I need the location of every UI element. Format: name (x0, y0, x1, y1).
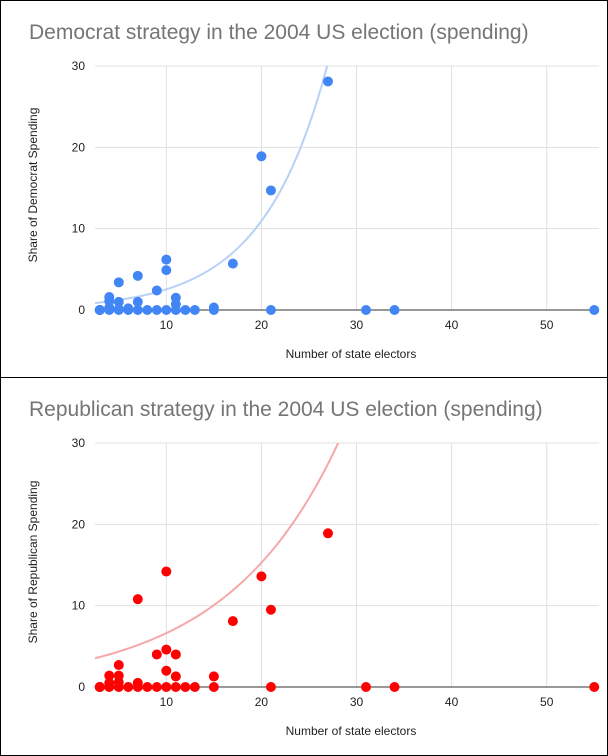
chart-title: Democrat strategy in the 2004 US electio… (29, 21, 529, 44)
data-point (170, 649, 181, 660)
data-point (265, 185, 276, 196)
data-point (161, 566, 172, 577)
y-tick-label: 20 (72, 140, 86, 154)
trendline (95, 443, 340, 660)
data-point (161, 265, 172, 276)
data-point (161, 665, 172, 676)
y-axis-label: Share of Republican Spending (26, 481, 40, 644)
republican-chart-panel: Republican strategy in the 2004 US elect… (0, 377, 608, 756)
data-point (208, 671, 219, 682)
x-tick-label: 30 (350, 318, 364, 332)
data-point (361, 682, 372, 692)
data-point (170, 671, 181, 682)
data-point (389, 682, 400, 692)
y-tick-label: 10 (72, 599, 86, 613)
data-point (132, 305, 143, 315)
data-point (170, 682, 181, 692)
data-point (256, 571, 267, 582)
data-point (589, 682, 600, 692)
data-point (132, 594, 143, 605)
data-point (123, 305, 134, 315)
democrat-scatter-plot: 0 10 20 30 10 20 30 40 50 Number of state elector… (26, 59, 600, 361)
data-point (189, 305, 200, 315)
y-tick-label: 0 (78, 303, 85, 317)
data-point (123, 682, 134, 692)
data-point (256, 151, 267, 162)
data-point (94, 682, 105, 692)
y-tick-label: 10 (72, 222, 86, 236)
data-point (151, 682, 162, 692)
data-point (180, 682, 191, 692)
data-point (322, 528, 333, 539)
data-point (208, 305, 219, 315)
data-point (161, 305, 172, 315)
data-point (180, 305, 191, 315)
democrat-chart-panel: Democrat strategy in the 2004 US electio… (0, 0, 608, 378)
data-point (151, 305, 162, 315)
data-point (161, 682, 172, 692)
y-tick-label: 0 (78, 680, 85, 694)
data-point (104, 670, 115, 681)
x-tick-label: 10 (160, 318, 174, 332)
chart-title: Republican strategy in the 2004 US elect… (29, 398, 543, 421)
data-point (132, 296, 143, 307)
data-point (389, 305, 400, 315)
data-point (322, 76, 333, 87)
data-point (361, 305, 372, 315)
data-point (132, 682, 143, 692)
data-point (132, 270, 143, 281)
data-point (208, 682, 219, 692)
data-point (161, 254, 172, 265)
data-point (189, 682, 200, 692)
y-tick-label: 30 (72, 436, 86, 450)
data-point (113, 660, 124, 671)
y-tick-label: 30 (72, 59, 86, 73)
data-point (113, 682, 124, 692)
trendline (95, 66, 329, 305)
data-point (265, 604, 276, 615)
x-tick-label: 40 (445, 318, 459, 332)
x-tick-label: 50 (540, 695, 554, 709)
x-tick-label: 40 (445, 695, 459, 709)
data-point (161, 644, 172, 655)
x-axis-label: Number of state electors (286, 347, 417, 361)
data-point (151, 649, 162, 660)
y-axis-label: Share of Democrat Spending (26, 108, 40, 263)
data-point (142, 682, 153, 692)
x-tick-label: 10 (160, 695, 174, 709)
x-tick-label: 30 (350, 695, 364, 709)
data-point (104, 682, 115, 692)
y-tick-label: 20 (72, 517, 86, 531)
data-point (104, 305, 115, 315)
x-tick-label: 20 (255, 318, 269, 332)
data-point (265, 682, 276, 692)
data-point (94, 305, 105, 315)
data-point (227, 258, 238, 269)
data-point (113, 305, 124, 315)
data-point (589, 305, 600, 315)
data-point (113, 277, 124, 288)
data-point (265, 305, 276, 315)
data-point (113, 296, 124, 307)
x-axis-label: Number of state electors (286, 724, 417, 738)
republican-scatter-plot: 0 10 20 30 10 20 30 40 50 Number of state elector… (26, 436, 600, 738)
x-tick-label: 20 (255, 695, 269, 709)
data-point (227, 616, 238, 627)
x-tick-label: 50 (540, 318, 554, 332)
data-point (170, 305, 181, 315)
data-point (151, 285, 162, 296)
data-point (142, 305, 153, 315)
